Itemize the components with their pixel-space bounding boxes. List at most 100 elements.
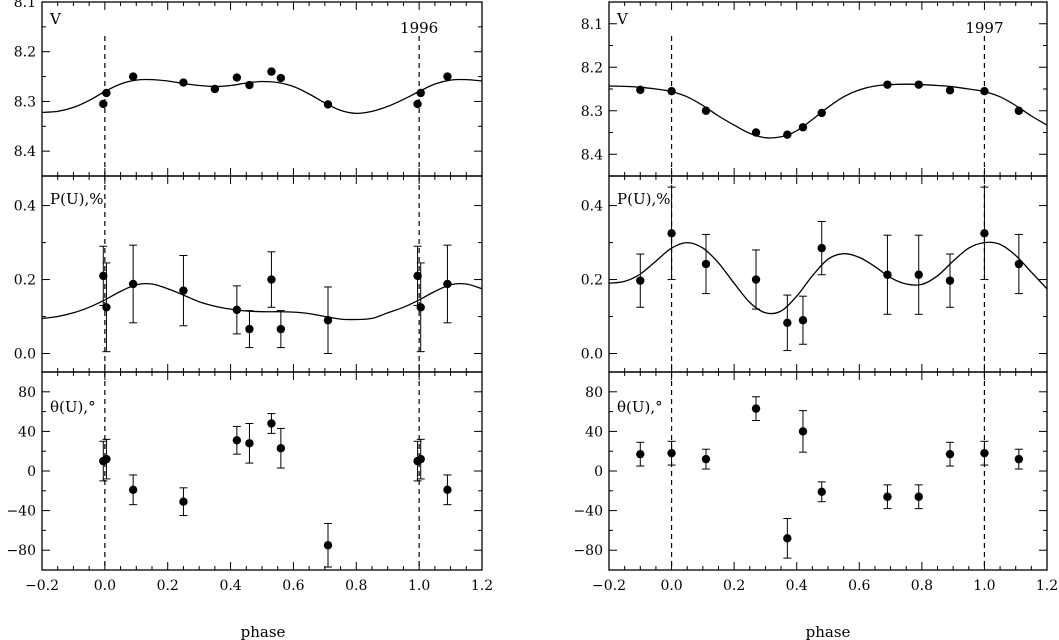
fit-curve (608, 83, 1048, 139)
data-point (323, 100, 333, 109)
data-point (413, 271, 422, 281)
data-point (267, 275, 276, 284)
data-point (443, 485, 452, 495)
y-tick-label: 8.2 (14, 45, 36, 61)
x-axis-label-right: phase (806, 623, 851, 640)
y-tick-label: 8.1 (581, 17, 603, 33)
data-point (245, 324, 254, 334)
data-point (783, 130, 792, 139)
data-point (245, 80, 254, 90)
panel-label-V: V (49, 10, 62, 28)
y-tick-label: 0 (594, 464, 603, 480)
chart-1996: 8.1 8.2 8.3 8.4 V 1996 0.0 0.2 0.4 P(U),% −80 −40 0 4… (6, 0, 493, 594)
data-point (232, 305, 242, 315)
x-tick-label: 0.0 (660, 578, 682, 594)
data-point (667, 448, 676, 458)
y-tick-label: 80 (18, 385, 36, 401)
data-point (667, 86, 676, 96)
x-tick-label: 1.0 (973, 578, 995, 594)
data-point (276, 73, 286, 83)
data-point (443, 72, 452, 81)
panel-frame (41, 371, 483, 571)
panel-P-1996: 0.0 0.2 0.4 P(U),% (14, 175, 483, 373)
x-tick-label: 0.0 (94, 578, 116, 594)
data-point (179, 286, 188, 295)
data-point (914, 492, 923, 501)
data-point (276, 324, 286, 334)
chart-1997: 8.1 8.2 8.3 8.4 V 1997 0.0 0.2 0.4 P(U),% −80 −40 0 4… (573, 1, 1058, 594)
y-tick-label: −40 (6, 504, 36, 520)
y-tick-label: 40 (18, 424, 36, 440)
x-tick-label: 1.0 (408, 578, 430, 594)
y-tick-label: 8.1 (14, 0, 36, 11)
panel-theta-1996: −80 −40 0 40 80 θ(U),° (6, 371, 483, 571)
data-point (128, 72, 138, 81)
x-axis-label-left: phase (241, 623, 286, 640)
panel-theta-1997: −80 −40 0 40 80 θ(U),° (573, 371, 1048, 571)
data-point (914, 80, 923, 89)
data-point (817, 487, 826, 496)
y-tick-label: 0.0 (581, 347, 603, 363)
figure-body: 8.1 8.2 8.3 8.4 V 1996 0.0 0.2 0.4 P(U),% −80 −40 0 4… (6, 0, 1058, 594)
y-tick-label: 0.0 (14, 347, 36, 363)
data-point (883, 270, 892, 279)
x-tick-label: 0.6 (848, 578, 870, 594)
x-tick-label: −0.2 (592, 578, 626, 594)
data-point (416, 303, 425, 312)
data-point (102, 454, 111, 464)
y-tick-label: 8.4 (14, 144, 36, 160)
panel-label-theta: θ(U),° (50, 398, 96, 416)
year-label: 1997 (965, 19, 1003, 37)
data-point (945, 276, 955, 285)
y-tick-label: 40 (585, 424, 603, 440)
x-tick-label: 0.4 (219, 578, 241, 594)
y-tick-label: 8.2 (581, 60, 603, 76)
data-point (883, 80, 892, 89)
panel-V-1996: 8.1 8.2 8.3 8.4 V 1996 (14, 0, 483, 177)
data-point (667, 229, 676, 238)
data-point (128, 485, 138, 495)
fit-curve (41, 78, 483, 115)
data-point (1014, 454, 1024, 464)
data-point (636, 85, 645, 95)
data-point (751, 128, 761, 137)
data-point (798, 316, 808, 325)
panel-frame (608, 371, 1048, 571)
data-point (102, 88, 111, 98)
data-point (267, 67, 276, 76)
panel-P-1997: 0.0 0.2 0.4 P(U),% (581, 175, 1048, 373)
data-point (232, 436, 242, 445)
year-label: 1996 (400, 19, 438, 37)
data-point (416, 88, 425, 98)
panel-label-theta: θ(U),° (617, 398, 663, 416)
data-point (945, 449, 955, 459)
y-tick-label: 0 (27, 464, 36, 480)
y-tick-label: 0.2 (581, 273, 603, 289)
y-tick-label: 80 (585, 385, 603, 401)
y-tick-label: 0.4 (581, 199, 603, 215)
data-point (817, 108, 826, 118)
data-point (701, 106, 711, 115)
x-tick-label: 1.2 (471, 578, 493, 594)
x-tick-label: 0.8 (911, 578, 933, 594)
data-point (751, 404, 761, 413)
data-point (751, 275, 761, 284)
data-point (636, 276, 645, 285)
data-point (817, 243, 826, 253)
x-tick-label: 0.2 (723, 578, 745, 594)
data-point (701, 454, 711, 464)
data-point (945, 86, 955, 95)
x-tick-label: 0.6 (282, 578, 304, 594)
data-point (210, 84, 220, 94)
data-point (99, 99, 108, 109)
panel-label-V: V (616, 10, 629, 28)
x-tick-label: 1.2 (1036, 578, 1058, 594)
data-point (245, 439, 254, 448)
data-point (914, 270, 923, 279)
data-point (443, 279, 452, 289)
panel-V-1997: 8.1 8.2 8.3 8.4 V 1997 (581, 1, 1048, 177)
panel-frame (608, 175, 1048, 373)
x-tick-label: 0.8 (345, 578, 367, 594)
data-point (783, 318, 792, 328)
